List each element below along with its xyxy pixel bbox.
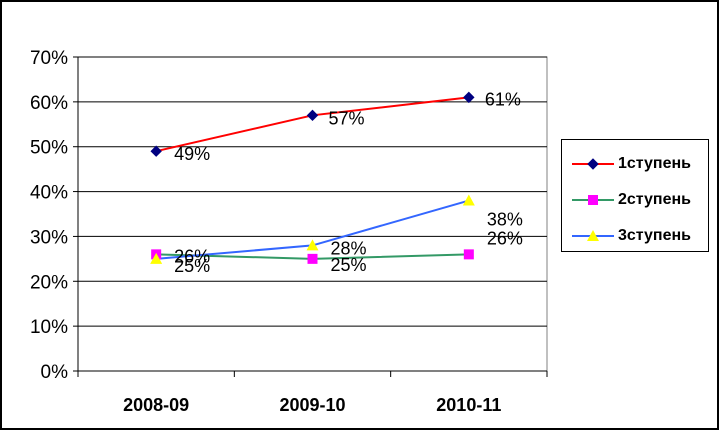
plot-area <box>77 56 548 372</box>
series-1-data-label: 57% <box>329 108 365 128</box>
legend-marker-series-2 <box>588 195 598 205</box>
x-tick-label: 2009-10 <box>279 395 345 415</box>
legend-item-series-2: 2ступень <box>570 189 706 211</box>
legend-item-series-1: 1ступень <box>570 153 706 175</box>
legend-marker-series-3 <box>587 230 599 241</box>
series-2-data-label: 26% <box>487 228 523 248</box>
series-3-point <box>306 239 319 251</box>
series-2-point <box>463 249 474 260</box>
y-tick-label: 60% <box>30 93 68 114</box>
series-3-data-label: 25% <box>174 256 210 276</box>
legend-swatch-series-3 <box>572 230 614 241</box>
series-2-data-label: 26% <box>174 246 210 266</box>
x-tick-label: 2010-11 <box>436 395 501 415</box>
series-3-point <box>462 194 475 206</box>
legend-label-series-3: 3ступень <box>618 227 691 244</box>
y-tick-label: 70% <box>30 48 68 69</box>
legend-label-series-2: 2ступень <box>618 191 691 208</box>
legend-marker-series-1 <box>587 158 599 170</box>
series-1-data-label: 49% <box>174 144 210 164</box>
y-tick-label: 40% <box>30 183 68 204</box>
series-2-point <box>307 253 318 264</box>
series-3-data-label: 28% <box>331 238 367 258</box>
legend-swatch-series-2 <box>572 195 614 205</box>
series-3-point <box>150 252 163 264</box>
x-tick-label: 2008-09 <box>123 395 189 415</box>
legend-item-series-3: 3ступень <box>570 225 706 247</box>
y-tick-label: 10% <box>30 317 68 338</box>
y-tick-label: 0% <box>41 362 69 383</box>
series-1-point <box>150 145 162 157</box>
y-tick-label: 50% <box>30 138 68 159</box>
series-2-data-label: 25% <box>331 255 367 275</box>
series-1-point <box>306 109 319 122</box>
y-tick-label: 30% <box>30 227 68 248</box>
chart-legend: 1ступень 2ступень 3ступень <box>561 139 709 252</box>
y-tick-label: 20% <box>30 272 68 293</box>
series-3-data-label: 38% <box>487 210 523 230</box>
series-1-data-label: 61% <box>485 89 521 109</box>
legend-swatch-series-1 <box>572 158 614 170</box>
series-1-point <box>463 91 475 104</box>
legend-label-series-1: 1ступень <box>618 155 691 172</box>
